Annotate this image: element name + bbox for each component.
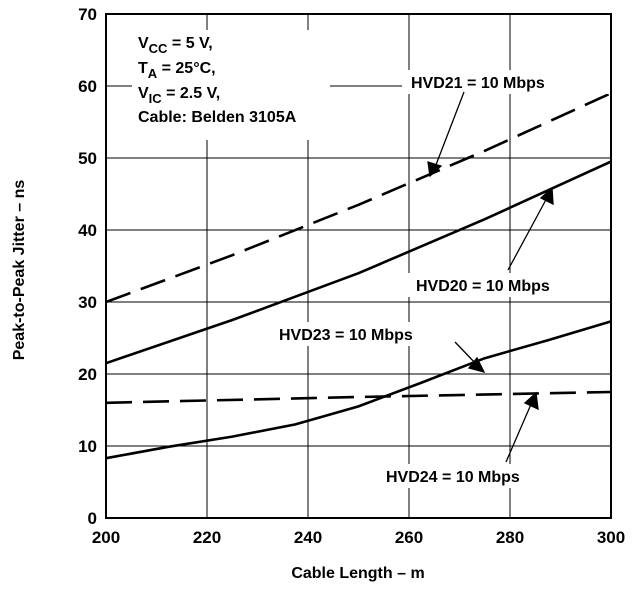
series-label-text: HVD23 = 10 Mbps [279,327,413,344]
x-tick-label: 260 [395,528,423,547]
series-label-text: HVD20 = 10 Mbps [416,278,550,295]
y-tick-label: 30 [78,293,97,312]
test-conditions: VCC = 5 V, TA = 25°C, VIC = 2.5 V, Cable… [132,30,330,140]
x-tick-label: 200 [92,528,120,547]
y-axis-label: Peak-to-Peak Jitter – ns [11,180,28,361]
y-tick-label: 50 [78,149,97,168]
condition-cable: Cable: Belden 3105A [138,109,297,126]
y-tick-label: 10 [78,437,97,456]
x-tick-label: 280 [496,528,524,547]
y-tick-label: 60 [78,77,97,96]
series-label-hvd21: HVD21 = 10 Mbps [402,70,610,94]
x-tick-label: 220 [193,528,221,547]
series-label-hvd20: HVD20 = 10 Mbps [408,273,598,297]
series-label-hvd24: HVD24 = 10 Mbps [378,464,586,488]
series-label-hvd23: HVD23 = 10 Mbps [272,322,462,346]
y-tick-label: 40 [78,221,97,240]
series-label-text: HVD24 = 10 Mbps [386,469,520,486]
y-tick-label: 0 [88,509,97,528]
y-tick-label: 70 [78,5,97,24]
series-label-text: HVD21 = 10 Mbps [411,75,545,92]
y-tick-label: 20 [78,365,97,384]
x-axis-label: Cable Length – m [291,565,424,582]
x-tick-label: 240 [294,528,322,547]
x-tick-label: 300 [597,528,625,547]
